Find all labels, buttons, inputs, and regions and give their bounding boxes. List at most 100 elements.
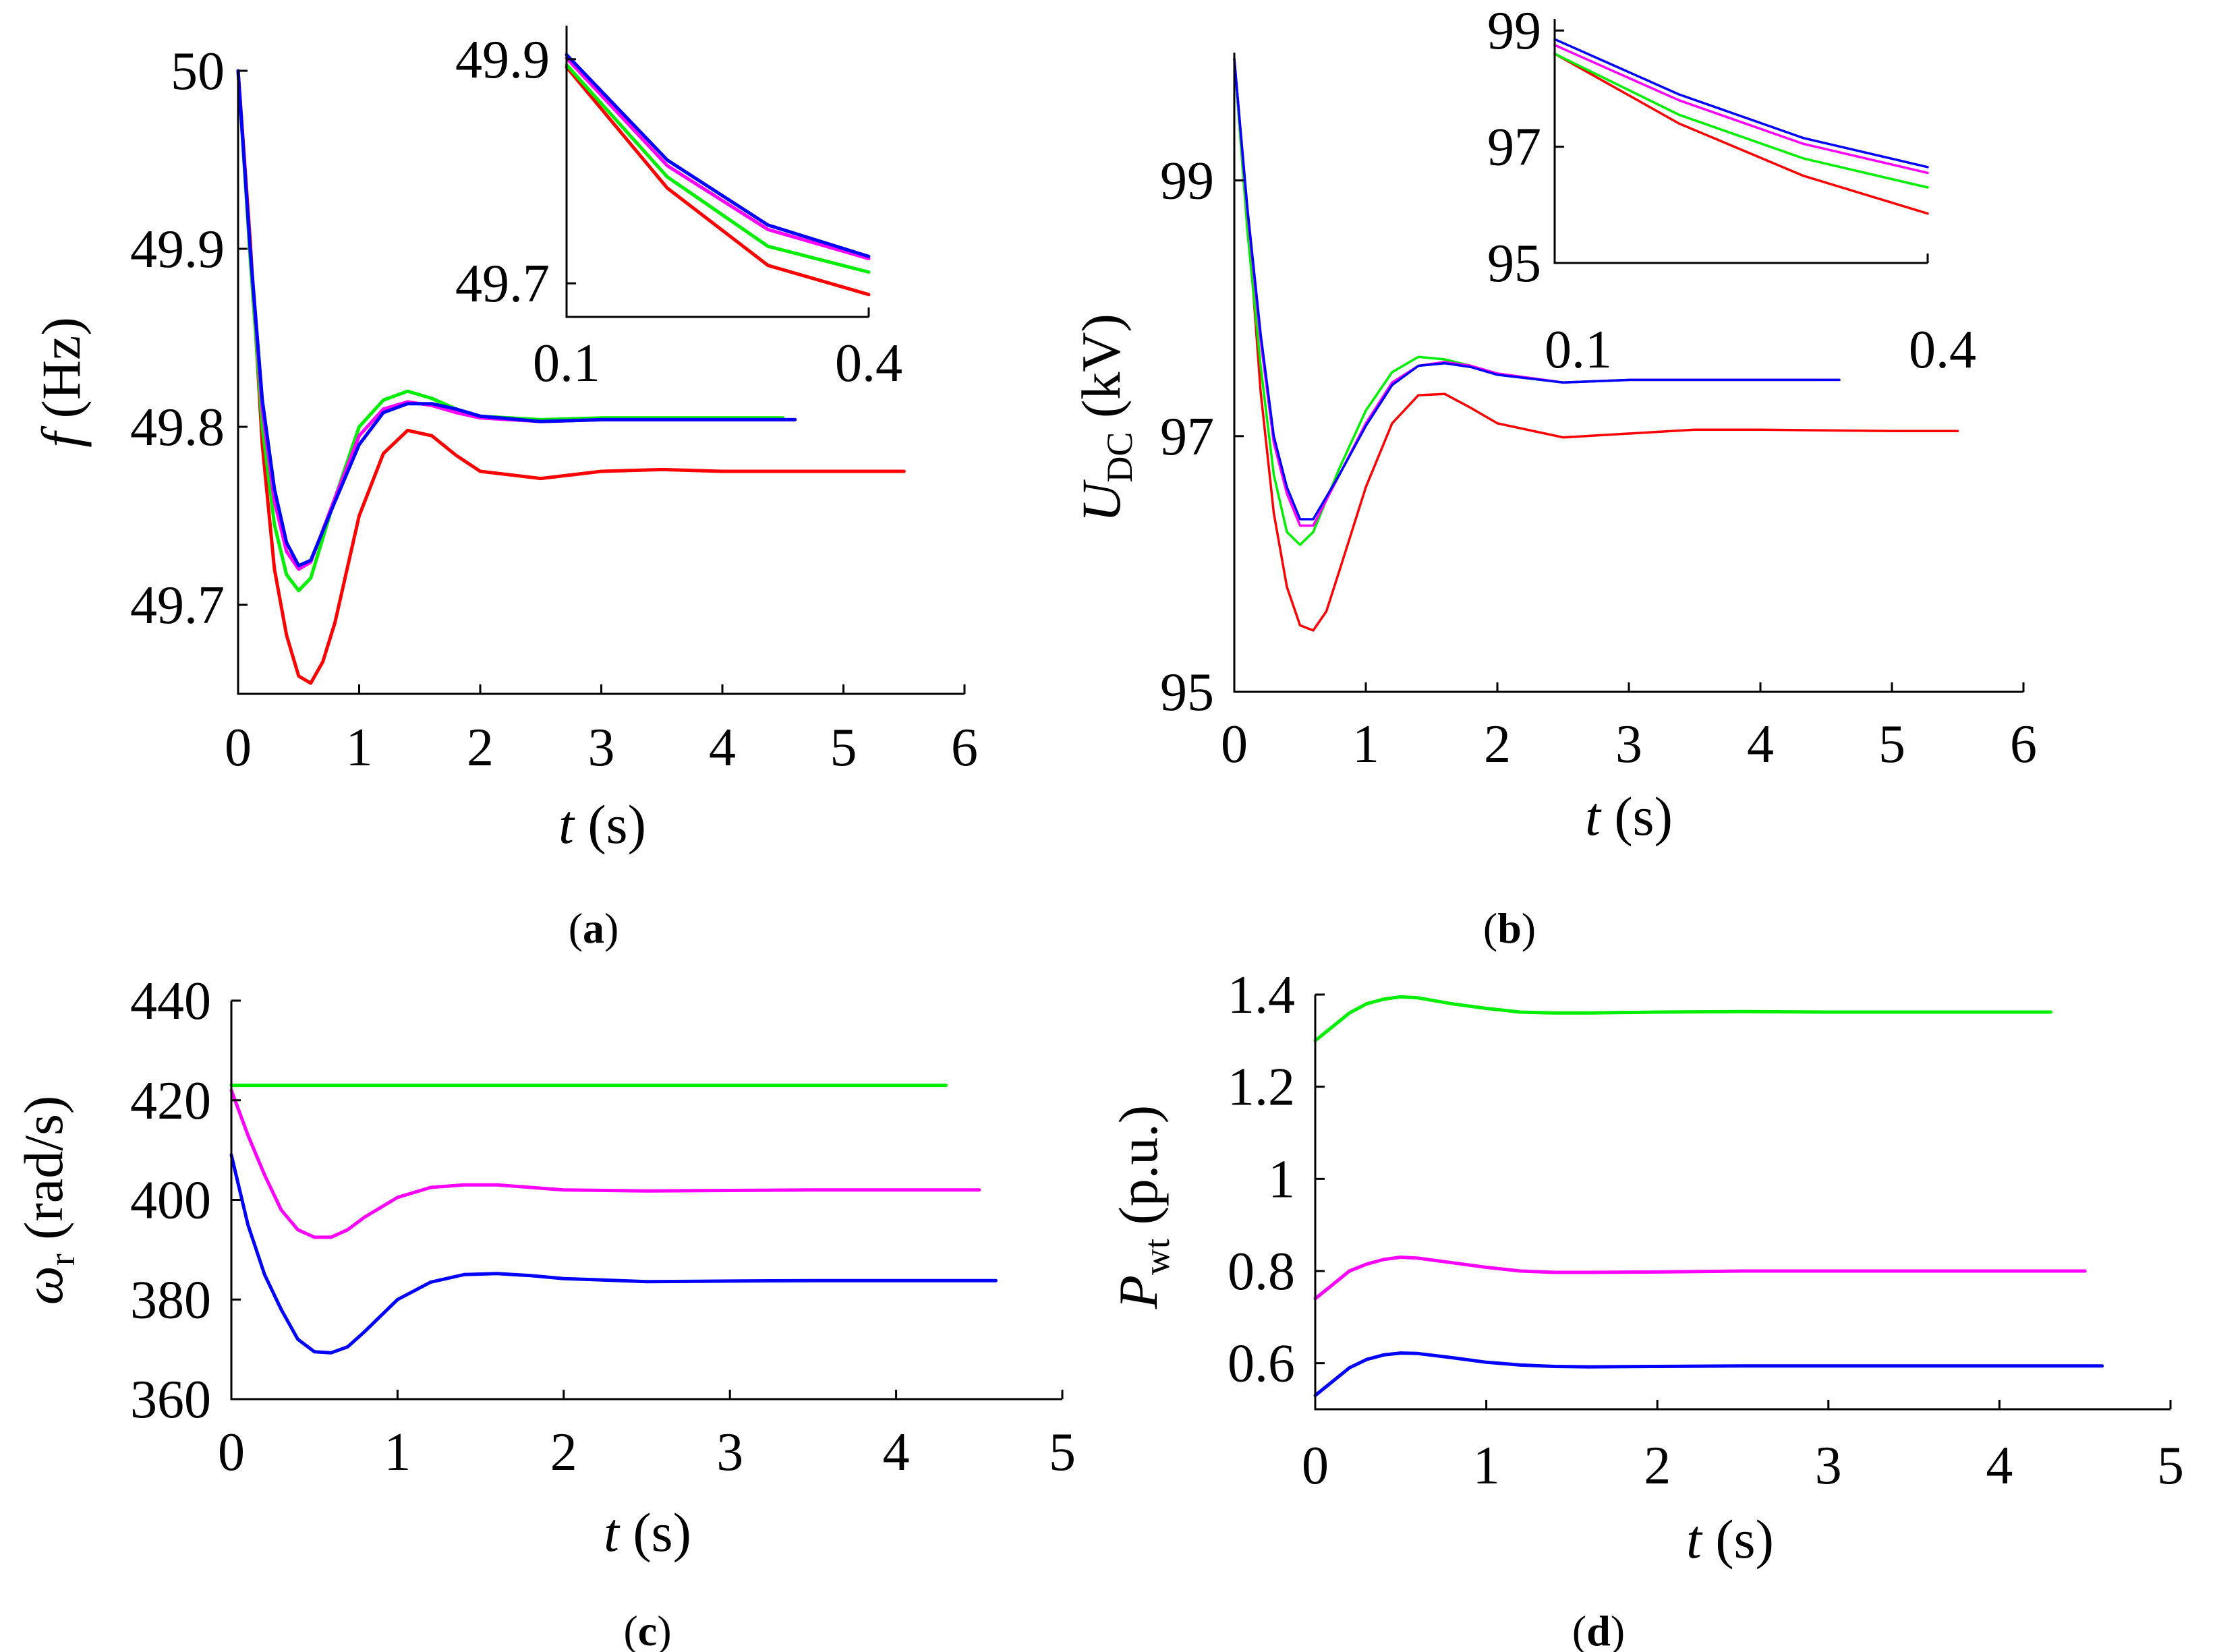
panel-d-ytick-label: 1 bbox=[1268, 1150, 1295, 1209]
panel-b-inset-series-magenta bbox=[1553, 44, 1929, 175]
panel-a-series-green bbox=[236, 69, 785, 593]
panel-b-inset-ytick-label: 97 bbox=[1487, 118, 1541, 177]
panel-b-inset-series-blue bbox=[1553, 38, 1929, 169]
panel-a-inset-series-blue bbox=[565, 53, 871, 258]
panel-a-inset-xtick-label: 0.1 bbox=[533, 334, 600, 393]
panel-a-xtick-label: 0 bbox=[225, 718, 252, 777]
panel-b-xtick-label: 1 bbox=[1352, 715, 1379, 774]
panel-a: 0 1 2 3 4 5 6 49.7 49.8 49.9 50 t (s) f (Hz) (a) 0… bbox=[30, 26, 978, 952]
panel-a-ytick-label: 49.7 bbox=[130, 576, 225, 635]
panel-a-inset-series-green bbox=[565, 63, 871, 274]
panel-a-inset-series-red bbox=[565, 65, 871, 297]
panel-c-ytick-label: 400 bbox=[130, 1171, 211, 1231]
panel-a-series-blue bbox=[236, 69, 797, 568]
panel-b-xlabel: t (s) bbox=[1585, 786, 1673, 847]
panel-b-series-blue bbox=[1233, 57, 1841, 521]
panel-b-inset-ticks: 0.1 0.4 95 97 99 bbox=[1487, 1, 1976, 380]
panel-c-ytick-label: 440 bbox=[130, 972, 211, 1031]
panel-c-ylabel: ωr (rad/s) bbox=[13, 1096, 82, 1305]
panel-a-ytick-label: 49.9 bbox=[130, 220, 225, 279]
panel-b-inset: 0.1 0.4 95 97 99 bbox=[1487, 1, 1976, 380]
panel-c-xtick-label: 0 bbox=[218, 1423, 245, 1482]
panel-b-inset-xtick-label: 0.1 bbox=[1545, 320, 1612, 380]
panel-b-ytick-label: 99 bbox=[1160, 152, 1214, 211]
panel-b-inset-ytick-label: 95 bbox=[1487, 234, 1541, 293]
panel-c-ticks: 0 1 2 3 4 5 360 380 400 420 440 bbox=[130, 972, 1076, 1482]
panel-d-xtick-label: 3 bbox=[1815, 1436, 1842, 1496]
panel-d-xlabel: t (s) bbox=[1686, 1508, 1774, 1570]
panel-b-xtick-label: 2 bbox=[1484, 715, 1511, 774]
panel-a-inset: 0.1 0.4 49.7 49.9 bbox=[455, 26, 902, 393]
panel-a-inset-ytick-label: 49.7 bbox=[455, 254, 550, 314]
panel-d: 0 1 2 3 4 5 0.6 0.8 1 1.2 1.4 t (s) Pwt (p.u.) (d) bbox=[1108, 966, 2184, 1652]
panel-a-inset-ytick-label: 49.9 bbox=[455, 30, 550, 90]
panel-b-ytick-label: 95 bbox=[1160, 663, 1214, 722]
panel-d-series-green bbox=[1313, 995, 2052, 1042]
panel-d-series bbox=[1313, 995, 2104, 1397]
panel-a-xtick-label: 2 bbox=[467, 718, 494, 777]
panel-a-xlabel: t (s) bbox=[558, 794, 646, 855]
panel-b-inset-series-red bbox=[1553, 52, 1929, 215]
panel-a-inset-axes bbox=[565, 26, 869, 318]
panel-b-label: (b) bbox=[1483, 904, 1536, 952]
panel-b-xtick-label: 0 bbox=[1221, 715, 1248, 774]
panel-d-xtick-label: 4 bbox=[1986, 1436, 2013, 1496]
panel-b-axes bbox=[1233, 53, 2023, 693]
panel-d-ytick-label: 0.6 bbox=[1228, 1334, 1295, 1394]
panel-c-xtick-label: 4 bbox=[883, 1423, 910, 1482]
panel-d-series-magenta bbox=[1313, 1256, 2087, 1301]
panel-d-xtick-label: 5 bbox=[2157, 1436, 2184, 1496]
panel-d-ytick-label: 1.4 bbox=[1228, 966, 1295, 1025]
panel-d-ytick-label: 1.2 bbox=[1228, 1058, 1295, 1117]
panel-b-series bbox=[1233, 57, 1959, 632]
panel-c-xtick-label: 1 bbox=[384, 1423, 411, 1482]
panel-b-series-red bbox=[1233, 57, 1959, 632]
panel-b-xtick-label: 3 bbox=[1615, 715, 1642, 774]
panel-a-ytick-label: 50 bbox=[171, 42, 225, 101]
panel-b: 0 1 2 3 4 5 6 95 97 99 t (s) UDC (kV) (b) 0.1 0.4 9… bbox=[1070, 1, 2037, 952]
panel-d-axes bbox=[1314, 995, 2170, 1411]
panel-a-xtick-label: 5 bbox=[830, 718, 857, 777]
panel-d-label: (d) bbox=[1572, 1607, 1625, 1652]
panel-c-label: (c) bbox=[623, 1607, 671, 1652]
panel-a-inset-xtick-label: 0.4 bbox=[835, 334, 902, 393]
panel-b-inset-series-green bbox=[1553, 52, 1929, 189]
panel-b-xtick-label: 5 bbox=[1878, 715, 1905, 774]
panel-a-xtick-label: 1 bbox=[346, 718, 373, 777]
panel-a-xtick-label: 4 bbox=[709, 718, 736, 777]
panel-c-xtick-label: 2 bbox=[550, 1423, 577, 1482]
panel-c-ytick-label: 420 bbox=[130, 1071, 211, 1131]
panel-c-series-blue bbox=[229, 1153, 998, 1355]
panel-d-xtick-label: 0 bbox=[1302, 1436, 1329, 1496]
panel-b-ticks: 0 1 2 3 4 5 6 95 97 99 bbox=[1160, 152, 2037, 774]
panel-a-ticks: 0 1 2 3 4 5 6 49.7 49.8 49.9 50 bbox=[130, 42, 978, 777]
panel-c-ytick-label: 360 bbox=[130, 1370, 211, 1429]
panel-d-ticks: 0 1 2 3 4 5 0.6 0.8 1 1.2 1.4 bbox=[1228, 966, 2184, 1496]
panel-c-series bbox=[229, 1084, 998, 1355]
panel-b-ylabel: UDC (kV) bbox=[1070, 314, 1140, 523]
panel-a-label: (a) bbox=[569, 904, 619, 952]
panel-a-inset-series bbox=[565, 53, 871, 297]
panel-a-ytick-label: 49.8 bbox=[130, 398, 225, 457]
panel-b-inset-axes bbox=[1553, 19, 1928, 264]
panel-a-xtick-label: 3 bbox=[588, 718, 615, 777]
panel-a-inset-ticks: 0.1 0.4 49.7 49.9 bbox=[455, 30, 902, 393]
panel-c-series-magenta bbox=[229, 1088, 981, 1239]
panel-c-ytick-label: 380 bbox=[130, 1270, 211, 1330]
panel-c-xtick-label: 3 bbox=[716, 1423, 743, 1482]
panel-d-xtick-label: 1 bbox=[1473, 1436, 1500, 1496]
panel-d-series-blue bbox=[1313, 1351, 2104, 1397]
panel-b-xtick-label: 4 bbox=[1747, 715, 1774, 774]
panel-b-inset-series bbox=[1553, 38, 1929, 215]
panel-d-xtick-label: 2 bbox=[1644, 1436, 1671, 1496]
panel-b-inset-ytick-label: 99 bbox=[1487, 1, 1541, 61]
panel-c-xlabel: t (s) bbox=[604, 1502, 691, 1563]
panel-d-ytick-label: 0.8 bbox=[1228, 1242, 1295, 1301]
panel-a-series-red bbox=[236, 69, 906, 685]
panel-c-xtick-label: 5 bbox=[1049, 1423, 1076, 1482]
panel-a-xtick-label: 6 bbox=[951, 718, 978, 777]
panel-c: 0 1 2 3 4 5 360 380 400 420 440 t (s) ωr (rad/s) (… bbox=[13, 972, 1076, 1652]
panel-a-ylabel: f (Hz) bbox=[30, 317, 92, 448]
panel-a-series bbox=[236, 69, 906, 685]
